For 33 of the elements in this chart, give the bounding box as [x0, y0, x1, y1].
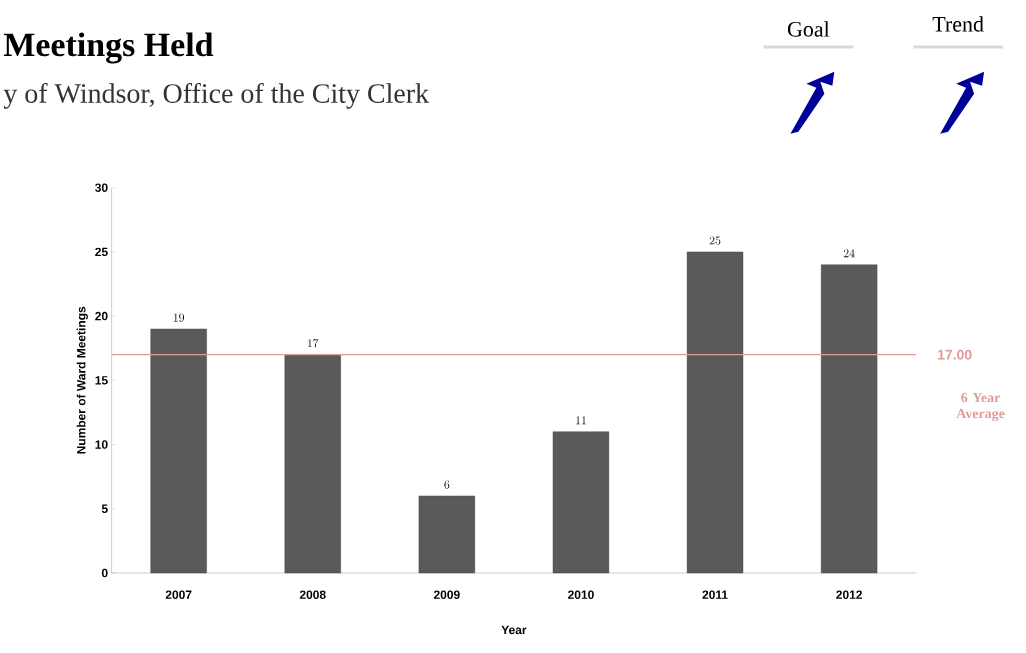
y-tick-label: 20 — [95, 311, 108, 321]
data-label: 6 — [444, 480, 450, 489]
text: Goal — [787, 21, 830, 37]
y-tick-label: 15 — [95, 376, 108, 385]
x-tick-label: 2009 — [433, 590, 460, 600]
y-tick-label: 0 — [101, 568, 108, 578]
ref-line-label: 17.00 — [938, 349, 972, 360]
data-label: 17 — [307, 339, 319, 348]
x-tick-label: 2007 — [165, 590, 192, 600]
bar — [820, 264, 878, 574]
chart-subtitle: y of Windsor, Office of the City Clerk — [3, 83, 430, 109]
bar — [418, 495, 475, 574]
y-tick-label: 5 — [101, 504, 108, 514]
x-tick-label: 2011 — [702, 590, 728, 600]
text: 6 Year Average — [956, 392, 1005, 422]
x-tick-label: 2010 — [568, 590, 594, 600]
bar — [552, 431, 610, 574]
bar — [686, 251, 744, 574]
data-label: 24 — [843, 249, 855, 258]
bar — [150, 328, 207, 574]
bar — [284, 354, 341, 574]
data-label: 25 — [709, 236, 721, 245]
data-label: 11 — [576, 416, 586, 425]
x-axis-title: Year — [501, 625, 527, 635]
x-tick-label: 2008 — [299, 590, 326, 600]
y-tick-label: 10 — [95, 440, 108, 449]
x-tick-label: 2012 — [836, 590, 862, 600]
y-tick-label: 25 — [95, 247, 108, 257]
data-label: 19 — [173, 313, 185, 322]
y-tick-label: 30 — [95, 183, 108, 192]
y-axis-title: Number of Ward Meetings — [76, 306, 88, 454]
text: Trend — [932, 16, 984, 32]
chart-title: Meetings Held — [3, 32, 214, 64]
